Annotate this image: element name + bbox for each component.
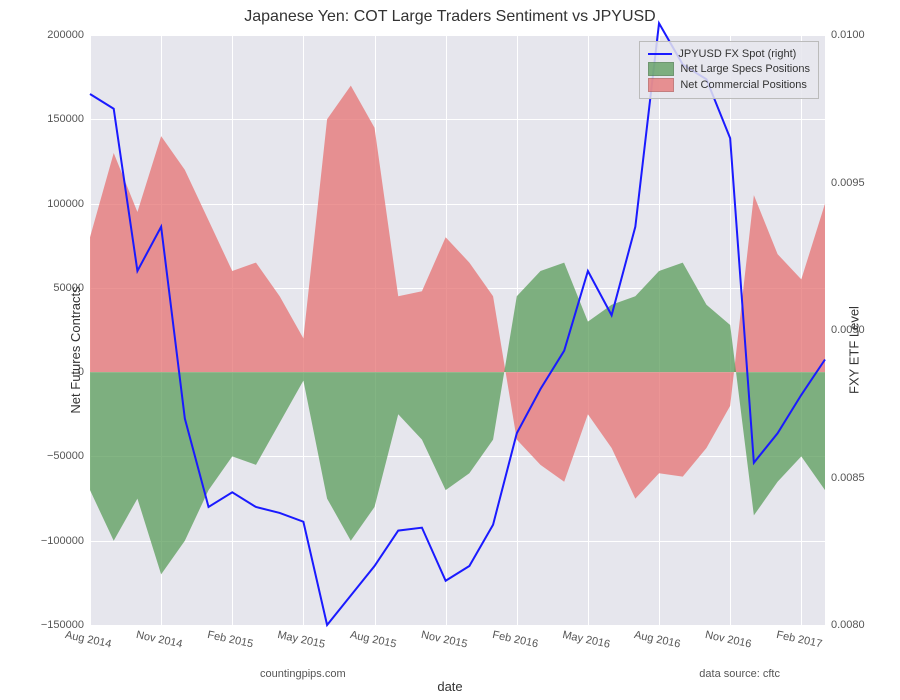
x-tick-label: Feb 2017 (776, 629, 824, 650)
y-left-tick-label: −150000 (41, 619, 84, 631)
legend-line-label: JPYUSD FX Spot (right) (678, 48, 796, 60)
y-right-tick-label: 0.0095 (831, 177, 865, 189)
legend: JPYUSD FX Spot (right) Net Large Specs P… (639, 41, 819, 99)
y-left-tick-label: 150000 (47, 113, 84, 125)
y-right-tick-label: 0.0080 (831, 619, 865, 631)
chart-svg (90, 35, 825, 625)
legend-row-commercial: Net Commercial Positions (648, 78, 810, 92)
chart-title: Japanese Yen: COT Large Traders Sentimen… (244, 8, 655, 26)
chart-container: Japanese Yen: COT Large Traders Sentimen… (0, 0, 900, 700)
legend-row-line: JPYUSD FX Spot (right) (648, 48, 810, 60)
legend-line-swatch (648, 53, 672, 55)
y-right-tick-label: 0.0100 (831, 29, 865, 41)
y-left-tick-label: 200000 (47, 29, 84, 41)
y-right-tick-label: 0.0085 (831, 472, 865, 484)
x-tick-label: May 2015 (277, 629, 327, 651)
x-tick-label: Nov 2014 (135, 629, 184, 651)
x-tick-label: Nov 2016 (704, 629, 753, 651)
legend-commercial-swatch (648, 78, 674, 92)
x-tick-label: May 2016 (561, 629, 611, 651)
x-tick-label: Feb 2015 (207, 629, 255, 650)
x-tick-label: Aug 2014 (64, 629, 113, 651)
legend-specs-label: Net Large Specs Positions (680, 63, 810, 75)
y-left-tick-label: 100000 (47, 198, 84, 210)
x-tick-label: Aug 2016 (633, 629, 682, 651)
plot-area: JPYUSD FX Spot (right) Net Large Specs P… (90, 35, 825, 625)
legend-specs-swatch (648, 62, 674, 76)
y-axis-right-label: FXY ETF Level (847, 306, 862, 394)
footer-source-left: countingpips.com (260, 668, 346, 680)
y-left-tick-label: −100000 (41, 535, 84, 547)
y-axis-left-label: Net Futures Contracts (68, 286, 83, 413)
x-tick-label: Feb 2016 (491, 629, 539, 650)
x-tick-label: Nov 2015 (420, 629, 469, 651)
legend-commercial-label: Net Commercial Positions (680, 79, 807, 91)
x-axis-label: date (437, 679, 462, 694)
legend-row-specs: Net Large Specs Positions (648, 62, 810, 76)
x-tick-label: Aug 2015 (348, 629, 397, 651)
y-left-tick-label: −50000 (47, 450, 84, 462)
grid-line-horizontal (90, 625, 825, 626)
footer-source-right: data source: cftc (699, 668, 780, 680)
